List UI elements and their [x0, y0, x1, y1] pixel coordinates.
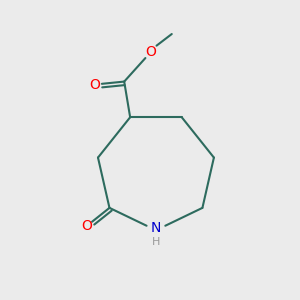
Text: O: O [89, 78, 100, 92]
Text: O: O [146, 45, 156, 59]
Text: H: H [152, 236, 160, 247]
Text: N: N [151, 221, 161, 235]
Text: O: O [81, 219, 92, 233]
